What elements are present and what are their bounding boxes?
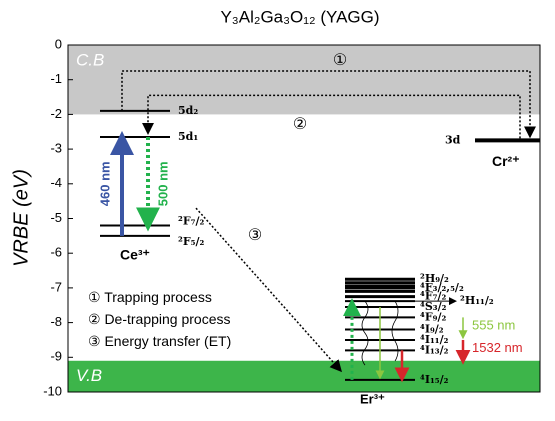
detrapping-path bbox=[142, 94, 521, 139]
legend-entry: ② De-trapping process bbox=[88, 311, 231, 327]
level-label: 5d₁ bbox=[178, 130, 198, 143]
marker: ② bbox=[293, 116, 307, 133]
level-label: ²F₇/₂ bbox=[178, 214, 204, 227]
y-tick-label: -6 bbox=[50, 245, 62, 260]
title: Y₃Al₂Ga₃O₁₂ (YAGG) bbox=[220, 7, 379, 26]
level-label: ²F₅/₂ bbox=[178, 235, 204, 248]
emission-label: 500 nm bbox=[155, 161, 170, 206]
level-label: ⁴I₉/₂ bbox=[420, 323, 444, 336]
level-label: ⁴F₃/₂,₅/₂ bbox=[420, 281, 464, 294]
valence-band bbox=[68, 360, 540, 392]
y-tick-label: -7 bbox=[50, 279, 62, 294]
band-label: C.B bbox=[76, 50, 104, 69]
level-label: ²H₁₁/₂ bbox=[460, 294, 494, 307]
trapping-path bbox=[121, 70, 536, 139]
absorption-label: 460 nm bbox=[97, 161, 112, 206]
y-tick-label: -9 bbox=[50, 349, 62, 364]
y-tick-label: -3 bbox=[50, 141, 62, 156]
level-label: 5d₂ bbox=[178, 104, 198, 117]
y-tick-label: -4 bbox=[50, 175, 62, 190]
nonradiative bbox=[361, 300, 399, 366]
level-label: ⁴F₉/₂ bbox=[420, 310, 446, 323]
ion-label: Ce³⁺ bbox=[120, 247, 150, 263]
level-label: 3d bbox=[445, 133, 461, 146]
band-label: V.B bbox=[76, 366, 102, 385]
ion-label: Er³⁺ bbox=[360, 391, 385, 406]
y-tick-label: 0 bbox=[55, 36, 62, 51]
marker: ③ bbox=[248, 227, 262, 244]
axis-label: VRBE (eV) bbox=[10, 169, 32, 267]
green-key-label: 555 nm bbox=[472, 318, 515, 333]
level-label: ⁴I₁₅/₂ bbox=[420, 373, 449, 386]
y-tick-label: -5 bbox=[50, 210, 62, 225]
level-label: ⁴I₁₁/₂ bbox=[420, 333, 449, 346]
y-tick-label: -2 bbox=[50, 106, 62, 121]
y-tick-label: -8 bbox=[50, 314, 62, 329]
level-label: ²H₉/₂ bbox=[420, 272, 449, 285]
marker: ① bbox=[333, 52, 347, 69]
level-label: ⁴I₁₃/₂ bbox=[420, 343, 449, 356]
level-label: ⁴S₃/₂ bbox=[420, 300, 447, 313]
red-key-label: 1532 nm bbox=[472, 340, 523, 355]
legend-entry: ③ Energy transfer (ET) bbox=[88, 333, 231, 349]
y-tick-label: -1 bbox=[50, 71, 62, 86]
energy-transfer bbox=[195, 207, 342, 373]
legend-entry: ① Trapping process bbox=[88, 289, 212, 305]
ion-label: Cr²⁺ bbox=[492, 153, 520, 169]
y-tick-label: -10 bbox=[43, 383, 62, 398]
conduction-band bbox=[68, 45, 540, 115]
level-label: ⁴F₇/₂ bbox=[420, 290, 446, 303]
